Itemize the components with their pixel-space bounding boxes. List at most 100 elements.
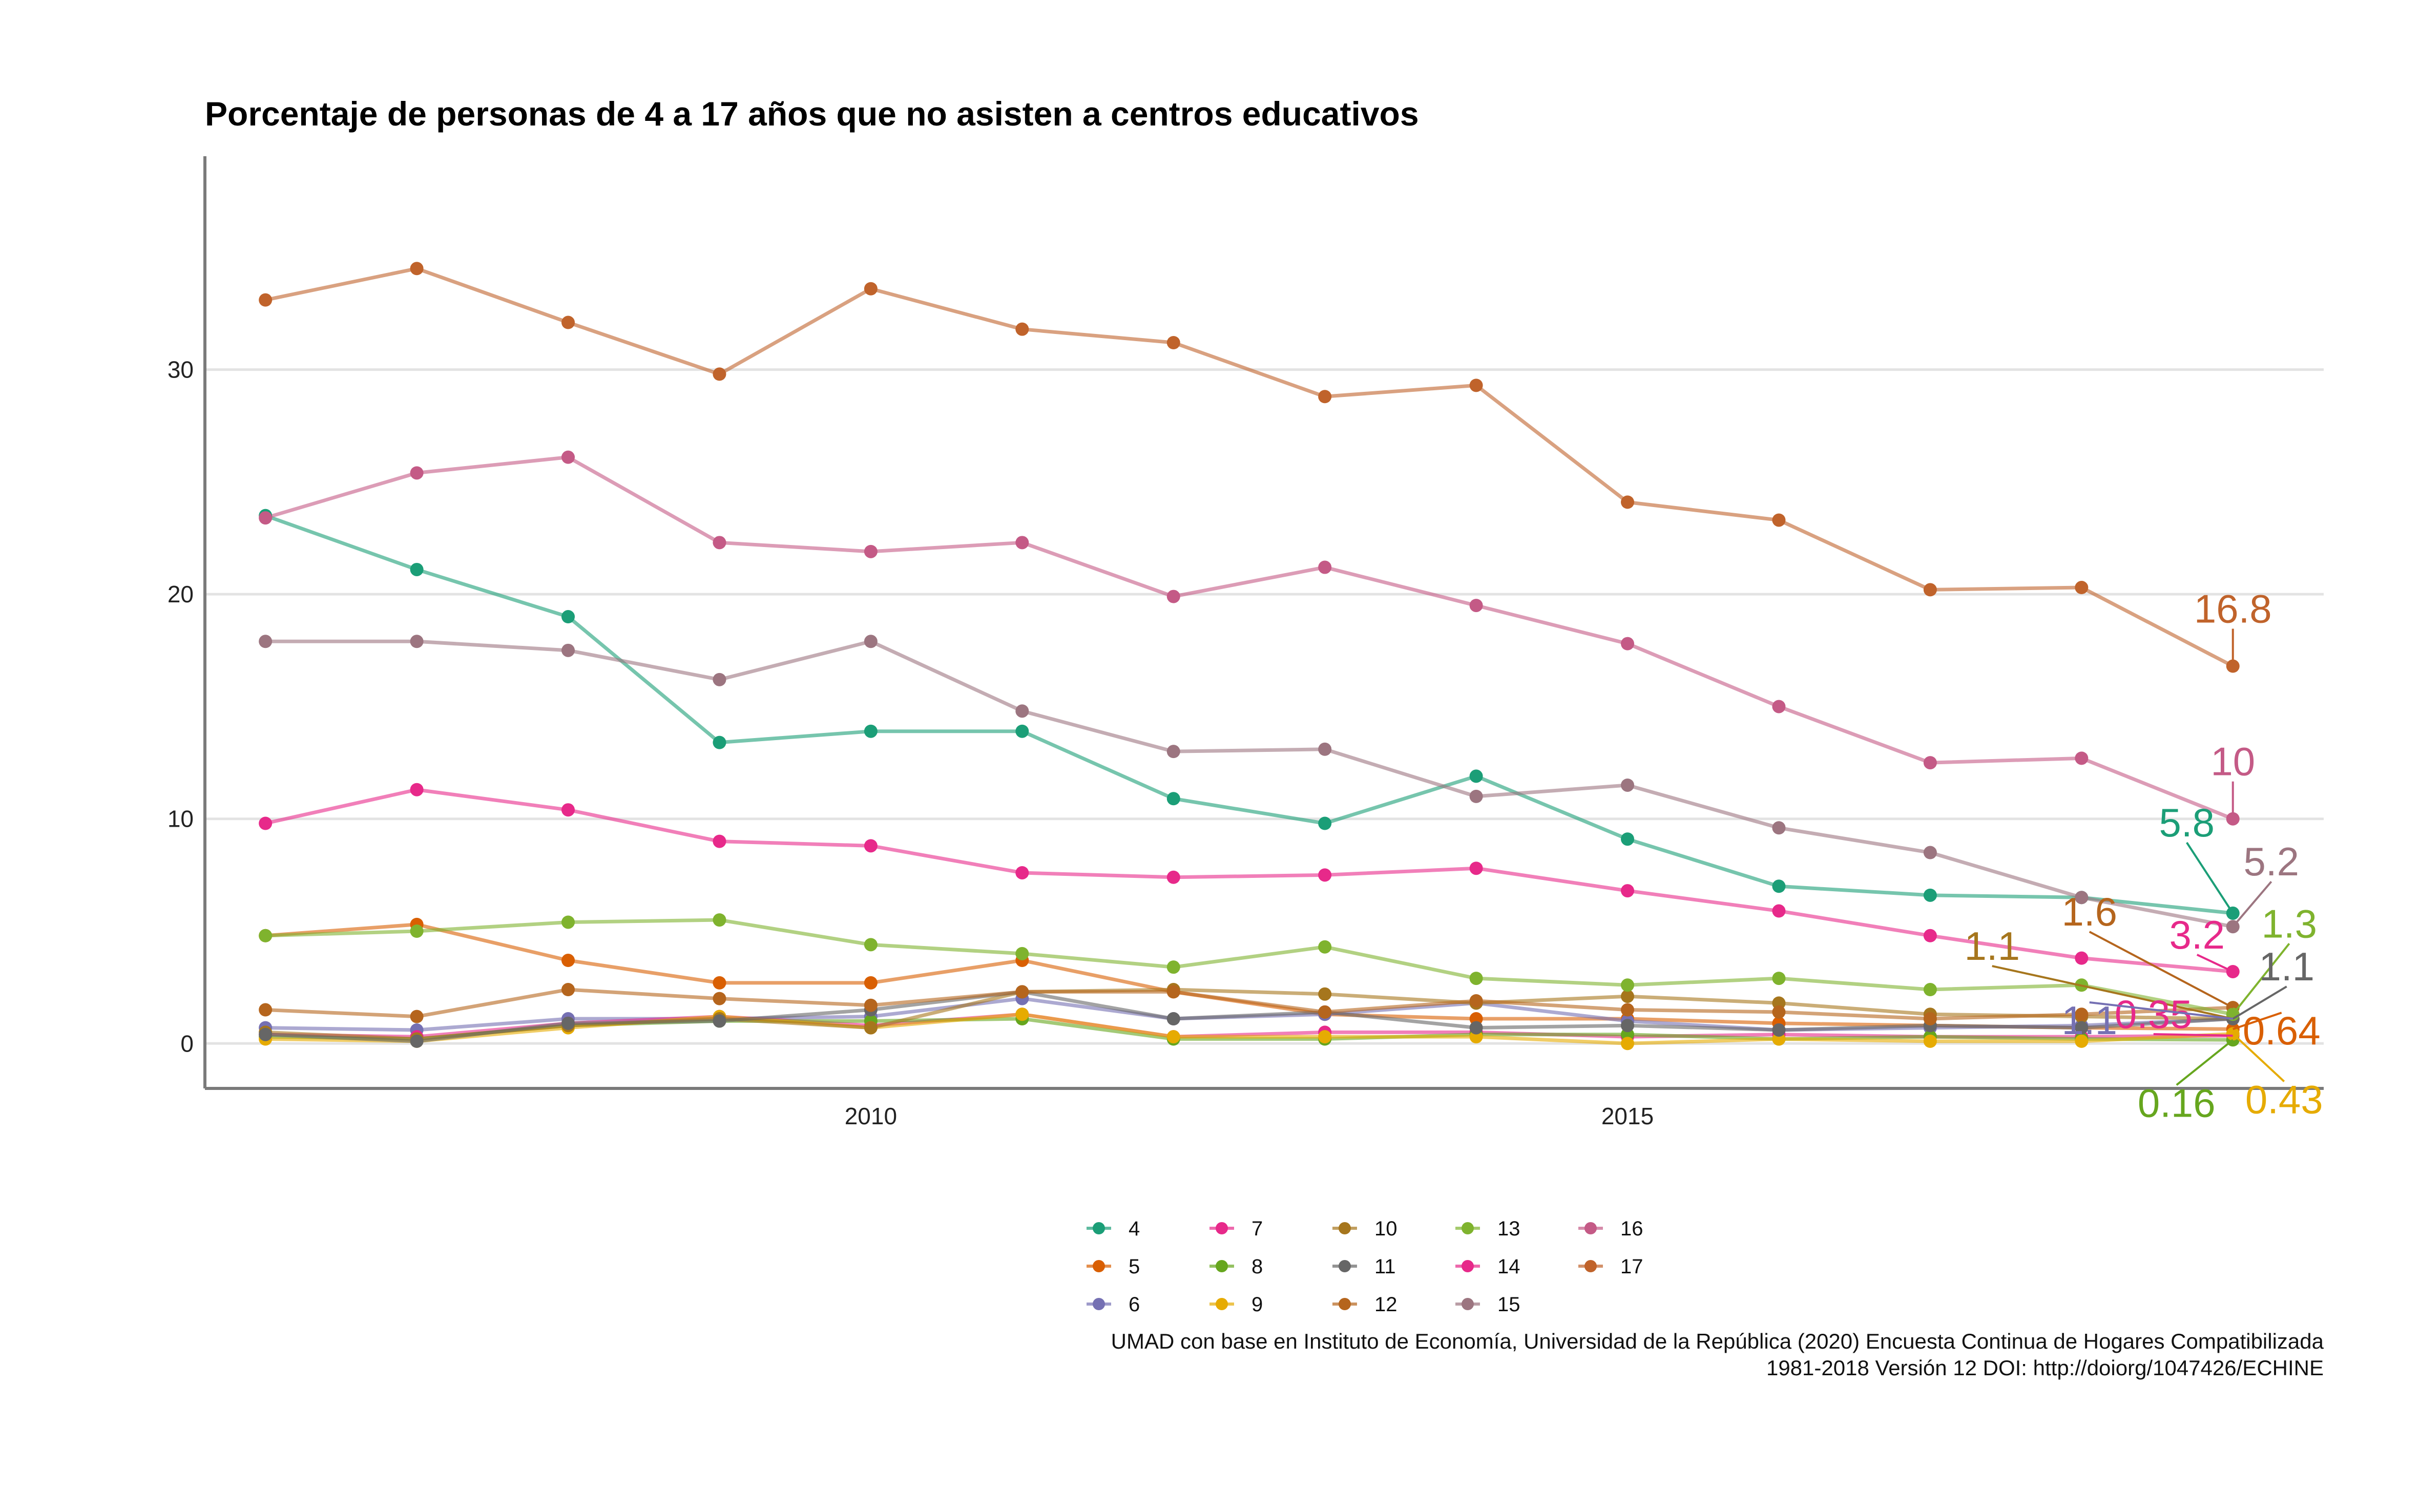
label-leader-6: [2089, 1001, 2233, 1020]
data-point-14: [1469, 862, 1483, 875]
data-point-14: [259, 816, 273, 830]
data-point-15: [259, 635, 273, 648]
data-point-11: [259, 1027, 273, 1041]
data-point-4: [1015, 724, 1029, 738]
label-leader-15: [2232, 880, 2272, 928]
legend-key-point: [1093, 1260, 1105, 1272]
data-point-16: [410, 466, 424, 480]
label-leader-4: [2186, 842, 2234, 914]
data-point-15: [1923, 846, 1937, 859]
data-point-16: [1923, 756, 1937, 770]
data-point-12: [713, 992, 726, 1005]
legend-key-point: [1462, 1298, 1474, 1310]
data-point-5: [561, 954, 575, 968]
data-point-4: [1772, 879, 1786, 893]
series-line-13: [265, 918, 2234, 1016]
data-point-4: [864, 724, 878, 738]
end-label-17: 16.8: [2194, 586, 2272, 632]
legend-key-point: [1584, 1222, 1597, 1234]
series-line-16: [265, 455, 2234, 821]
series-lines: [264, 266, 2234, 1045]
data-point-14: [1015, 866, 1029, 879]
legend-label: 9: [1251, 1293, 1263, 1316]
data-point-15: [561, 643, 575, 657]
data-point-15: [2075, 891, 2089, 905]
series-line-17: [265, 266, 2234, 668]
legend-item-14: 14: [1455, 1255, 1520, 1278]
series-line-15: [265, 639, 2234, 929]
data-point-15: [1772, 821, 1786, 835]
data-point-15: [713, 673, 726, 686]
data-point-9: [1166, 1030, 1180, 1044]
label-leader-10: [1992, 965, 2234, 1020]
data-point-4: [561, 610, 575, 624]
legend: 4 5 6 7 8 9 10 11 12 13 14 15 16 17: [1087, 1217, 1643, 1316]
legend-label: 11: [1374, 1255, 1396, 1278]
data-point-13: [561, 915, 575, 929]
data-point-17: [1166, 336, 1180, 349]
caption-line: 1981-2018 Versión 12 DOI: http://doiorg/…: [1766, 1356, 2324, 1380]
legend-label: 15: [1497, 1293, 1520, 1316]
data-point-15: [864, 635, 878, 648]
data-point-12: [1318, 1005, 1332, 1019]
caption: UMAD con base en Instituto de Economía, …: [1111, 1329, 2324, 1380]
data-point-17: [1923, 583, 1937, 597]
data-point-12: [2075, 1007, 2089, 1021]
caption-line: UMAD con base en Instituto de Economía, …: [1111, 1329, 2324, 1353]
data-point-16: [259, 511, 273, 525]
chart-title: Porcentaje de personas de 4 a 17 años qu…: [205, 95, 1419, 133]
legend-label: 13: [1497, 1217, 1520, 1240]
data-point-4: [1166, 792, 1180, 806]
label-leader-11: [2232, 985, 2287, 1020]
data-point-13: [1923, 983, 1937, 997]
x-tick-label: 2010: [845, 1103, 897, 1129]
data-point-15: [410, 635, 424, 648]
data-point-14: [1318, 868, 1332, 882]
label-leader-9: [2232, 1033, 2285, 1082]
data-point-12: [1015, 985, 1029, 999]
data-point-13: [713, 913, 726, 927]
legend-label: 14: [1497, 1255, 1520, 1278]
data-point-10: [1318, 987, 1332, 1001]
series-line-4: [264, 514, 2234, 915]
data-point-9: [2075, 1034, 2089, 1048]
tick-labels: 0 10 20 30 2010 2015: [168, 356, 1654, 1129]
end-label-8: 0.16: [2138, 1080, 2216, 1125]
data-point-14: [1923, 929, 1937, 942]
x-tick-label: 2015: [1601, 1103, 1654, 1129]
data-point-12: [1772, 1005, 1786, 1019]
data-point-4: [410, 562, 424, 576]
legend-item-15: 15: [1455, 1293, 1520, 1316]
y-tick-label: 0: [180, 1030, 194, 1057]
end-label-14: 3.2: [2169, 912, 2225, 957]
data-point-12: [864, 998, 878, 1012]
legend-item-11: 11: [1332, 1255, 1396, 1278]
legend-key-point: [1216, 1298, 1228, 1310]
data-point-12: [561, 983, 575, 997]
data-point-13: [864, 938, 878, 952]
y-tick-label: 10: [168, 806, 194, 832]
data-point-15: [1469, 789, 1483, 803]
data-point-16: [1621, 637, 1635, 650]
label-leader-12: [2089, 931, 2234, 1009]
data-point-17: [259, 293, 273, 307]
data-point-11: [561, 1016, 575, 1030]
end-label-11: 1.1: [2259, 944, 2314, 989]
label-leader-8: [2176, 1039, 2234, 1086]
data-point-12: [410, 1010, 424, 1023]
legend-key-point: [1584, 1260, 1597, 1272]
gridlines: [205, 368, 2324, 1045]
data-point-15: [1166, 745, 1180, 759]
data-point-17: [713, 367, 726, 381]
data-point-10: [1621, 990, 1635, 1003]
data-point-12: [1166, 985, 1180, 999]
data-point-16: [561, 450, 575, 464]
legend-key-point: [1093, 1298, 1105, 1310]
data-point-15: [1621, 778, 1635, 792]
end-label-13: 1.3: [2262, 901, 2317, 946]
y-tick-label: 20: [168, 581, 194, 607]
data-point-9: [1318, 1030, 1332, 1044]
data-point-17: [410, 262, 424, 276]
data-point-13: [1772, 972, 1786, 985]
